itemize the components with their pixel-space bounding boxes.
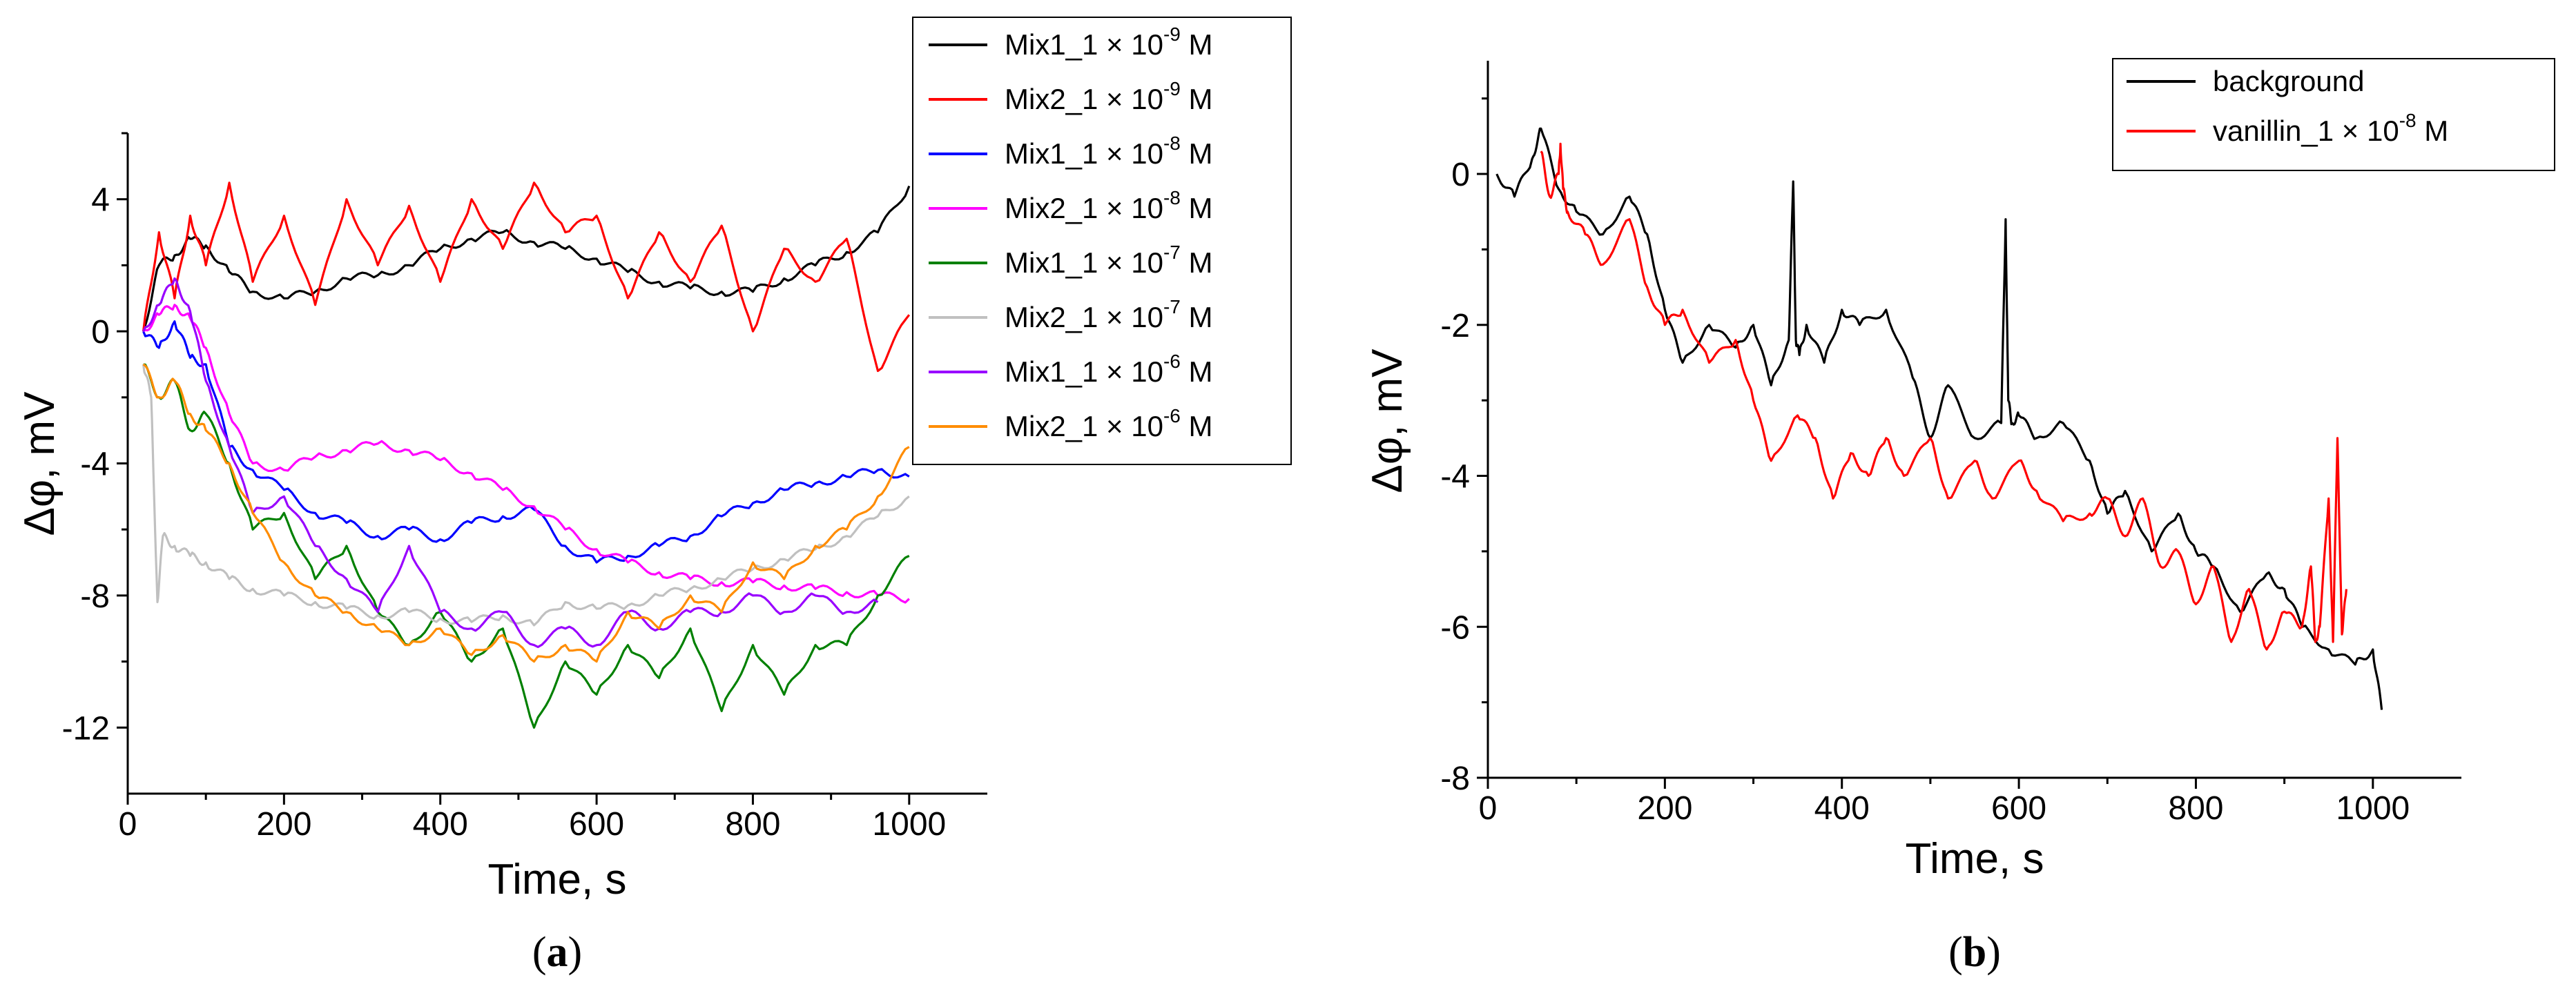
chart-b-axes — [1486, 61, 2461, 779]
chart-a-y-tick-label: 0 — [91, 314, 110, 351]
chart-a-series-line — [142, 363, 910, 663]
chart-a-legend-label: Mix2_1 × 10-9 M — [1005, 78, 1213, 115]
chart-a: 0 200 400 600 800 1000 -12 -8 -4 0 4 Time, s Δφ, m… — [16, 17, 1292, 976]
chart-a-legend-label: Mix2_1 × 10-7 M — [1005, 296, 1213, 333]
chart-b-y-tick-label: -2 — [1440, 308, 1470, 344]
chart-a-legend-label: Mix1_1 × 10-6 M — [1005, 351, 1213, 388]
chart-b-x-axis-title: Time, s — [1906, 835, 2044, 883]
chart-a-legend-box — [912, 17, 1292, 465]
chart-b-x-tick-label: 800 — [2168, 790, 2223, 827]
chart-a-series-line — [142, 181, 911, 373]
chart-a-legend-label: Mix1_1 × 10-7 M — [1005, 242, 1213, 279]
chart-a-caption-letter: a — [547, 929, 568, 976]
chart-b-legend-label: vanillin_1 × 10-8 M — [2213, 110, 2448, 147]
chart-b-x-tick-label: 1000 — [2336, 790, 2410, 827]
chart-b-series-group — [1495, 127, 2383, 710]
chart-b-y-tick-label: -6 — [1440, 609, 1470, 646]
chart-a-x-tick-label: 400 — [413, 806, 468, 843]
chart-a-legend: Mix1_1 × 10-9 M Mix2_1 × 10-9 M Mix1_1 × 1… — [912, 17, 1292, 465]
chart-a-series-line — [142, 304, 910, 604]
chart-a-legend-label: Mix2_1 × 10-6 M — [1005, 405, 1213, 442]
chart-a-series-line — [142, 277, 879, 649]
chart-b-legend-label: background — [2213, 65, 2365, 97]
chart-a-x-tick-label: 600 — [569, 806, 624, 843]
chart-b-y-axis-title: Δφ, mV — [1364, 349, 1411, 493]
chart-b-legend-box — [2112, 58, 2555, 171]
chart-a-x-axis-title: Time, s — [488, 856, 627, 903]
chart-b-x-tick-label: 200 — [1637, 790, 1692, 827]
chart-b-x-tick-label: 0 — [1479, 790, 1498, 827]
chart-a-series-line — [142, 364, 910, 627]
chart-a-series-line — [143, 363, 910, 729]
chart-b-y-tick-label: 0 — [1451, 157, 1470, 193]
chart-b-x-tick-label: 400 — [1814, 790, 1870, 827]
chart-a-y-tick-label: -8 — [80, 578, 110, 615]
chart-a-y-axis-title: Δφ, mV — [16, 391, 64, 536]
chart-a-x-tick-label: 800 — [725, 806, 780, 843]
chart-b-caption-letter: b — [1963, 929, 1986, 976]
chart-a-legend-label: Mix1_1 × 10-9 M — [1005, 23, 1213, 61]
chart-a-series-line — [142, 320, 910, 564]
chart-b: 0 200 400 600 800 1000 -8 -6 -4 -2 0 Time, s Δφ, m… — [1364, 58, 2555, 976]
chart-a-y-tick-label: -4 — [80, 447, 110, 483]
chart-b-caption: (b) — [1948, 929, 2001, 976]
chart-a-y-tick-label: -12 — [62, 710, 110, 747]
chart-a-series-group — [142, 181, 911, 729]
chart-b-ticks: 0 200 400 600 800 1000 -8 -6 -4 -2 0 — [1440, 97, 2410, 827]
chart-b-series-line — [1495, 127, 2383, 710]
chart-a-legend-label: Mix2_1 × 10-8 M — [1005, 187, 1213, 224]
chart-b-legend: background vanillin_1 × 10-8 M — [2112, 58, 2555, 171]
chart-a-x-tick-label: 200 — [256, 806, 311, 843]
chart-a-x-tick-label: 0 — [119, 806, 137, 843]
chart-a-legend-label: Mix1_1 × 10-8 M — [1005, 133, 1213, 170]
chart-b-series-line — [1540, 142, 2347, 651]
chart-a-caption: (a) — [532, 929, 582, 976]
chart-a-x-tick-label: 1000 — [872, 806, 946, 843]
chart-a-ticks: 0 200 400 600 800 1000 -12 -8 -4 0 4 — [62, 132, 946, 843]
chart-b-y-tick-label: -8 — [1440, 761, 1470, 797]
chart-b-x-tick-label: 600 — [1991, 790, 2046, 827]
chart-b-y-tick-label: -4 — [1440, 459, 1470, 496]
chart-a-y-tick-label: 4 — [91, 182, 110, 219]
